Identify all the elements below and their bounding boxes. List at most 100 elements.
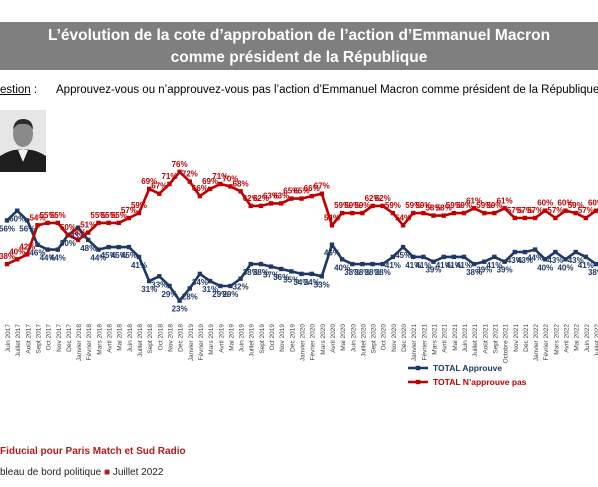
approve-data-label: 40% bbox=[557, 263, 573, 272]
disapprove-data-label: 59% bbox=[131, 201, 147, 210]
approve-point bbox=[461, 254, 467, 260]
approve-point bbox=[350, 261, 355, 267]
disapprove-data-label: 59% bbox=[476, 201, 492, 210]
disapprove-point bbox=[360, 210, 365, 216]
title-line-1: L’évolution de la cote d’approbation de … bbox=[47, 27, 551, 44]
x-tick-label: Février 2022 bbox=[543, 324, 550, 361]
disapprove-point bbox=[380, 203, 385, 209]
x-tick-label: Juillet 2019 bbox=[249, 324, 256, 357]
disapprove-data-label: 66% bbox=[304, 184, 320, 193]
approve-data-label: 50% bbox=[60, 239, 76, 248]
approve-data-label: 38% bbox=[344, 268, 360, 277]
approve-data-label: 31% bbox=[141, 285, 157, 294]
approve-data-label: 53% bbox=[70, 232, 86, 241]
disapprove-point bbox=[421, 210, 426, 216]
approve-data-label: 45% bbox=[111, 251, 127, 260]
approve-data-label: 35% bbox=[283, 275, 299, 284]
disapprove-data-label: 55% bbox=[111, 211, 127, 220]
x-tick-label: Mars 2020 bbox=[320, 324, 327, 355]
approve-data-label: 34% bbox=[192, 278, 208, 287]
x-tick-label: Février 2021 bbox=[421, 324, 428, 361]
disapprove-point bbox=[522, 215, 528, 221]
disapprove-data-label: 57% bbox=[507, 206, 523, 215]
disapprove-data-label: 63% bbox=[273, 191, 289, 200]
series-lines bbox=[4, 169, 598, 303]
x-tick-label: Nov 2017 bbox=[56, 324, 63, 352]
approve-data-label: 43% bbox=[507, 256, 523, 265]
disapprove-point bbox=[228, 184, 233, 189]
x-tick-label: Mai 2020 bbox=[340, 324, 347, 351]
disapprove-point bbox=[350, 210, 355, 216]
approve-point bbox=[187, 286, 192, 291]
approve-point bbox=[502, 259, 507, 264]
disapprove-point bbox=[431, 213, 436, 218]
disapprove-point bbox=[167, 181, 172, 187]
disapprove-data-label: 69% bbox=[141, 177, 157, 186]
legend-swatch-marker bbox=[415, 365, 421, 371]
disapprove-point bbox=[25, 252, 30, 257]
x-tick-label: Juin 2018 bbox=[127, 324, 134, 353]
approve-data-label: 39% bbox=[497, 266, 513, 275]
approve-data-label: 41% bbox=[385, 261, 401, 270]
x-tick-label: Sept 2020 bbox=[371, 324, 378, 354]
x-tick-label: Janvier 2019 bbox=[188, 324, 195, 362]
x-axis-tick-labels: Juin 2017 Juillet 2017 Août 2017 Sept 2017 O… bbox=[5, 324, 598, 364]
question-label: estion : bbox=[0, 84, 37, 96]
legend-swatch-marker bbox=[415, 379, 421, 385]
disapprove-point bbox=[238, 189, 243, 194]
approve-point bbox=[522, 249, 528, 255]
x-tick-label: Sept 2019 bbox=[259, 324, 266, 354]
disapprove-data-label: 58% bbox=[436, 204, 452, 213]
disapprove-point bbox=[492, 210, 497, 216]
disapprove-point bbox=[35, 223, 40, 228]
x-tick-label: Déc 2021 bbox=[523, 324, 530, 352]
approve-data-label: 60% bbox=[9, 215, 25, 224]
approve-point bbox=[309, 271, 314, 277]
approve-point bbox=[593, 261, 598, 267]
approve-point bbox=[370, 261, 375, 267]
disapprove-data-label: 66% bbox=[192, 184, 208, 193]
x-tick-label: Juillet 2018 bbox=[137, 324, 144, 357]
source-note: Fiducial pour Paris Match et Sud Radio bbox=[0, 446, 186, 457]
disapprove-point bbox=[471, 206, 477, 211]
disapprove-data-label: 72% bbox=[182, 170, 198, 179]
x-tick-label: Avril 2019 bbox=[218, 324, 225, 353]
disapprove-point bbox=[65, 232, 71, 238]
disapprove-data-label: 60% bbox=[588, 199, 598, 208]
approve-data-label: 38% bbox=[365, 268, 381, 277]
disapprove-data-label: 59% bbox=[344, 201, 360, 210]
approve-point bbox=[116, 244, 121, 250]
x-tick-label: Oct 2019 bbox=[269, 324, 276, 351]
disapprove-point bbox=[147, 186, 152, 192]
x-tick-label: Mars 2018 bbox=[96, 324, 103, 355]
approve-data-label: 43% bbox=[547, 256, 563, 265]
disapprove-point bbox=[4, 261, 10, 267]
disapprove-data-label: 55% bbox=[50, 211, 66, 220]
disapprove-point bbox=[207, 186, 213, 192]
approve-data-label: 44% bbox=[90, 254, 106, 263]
approve-point bbox=[329, 242, 335, 247]
approve-data-label: 29% bbox=[212, 290, 228, 299]
disapprove-point bbox=[400, 223, 406, 228]
title-banner: L’évolution de la cote d’approbation de … bbox=[0, 22, 598, 70]
disapprove-data-label: 67% bbox=[151, 182, 167, 191]
disapprove-point bbox=[197, 193, 203, 199]
disapprove-data-label: 38% bbox=[0, 252, 15, 261]
disapprove-data-label: 59% bbox=[446, 201, 462, 210]
x-tick-label: Avril 2020 bbox=[330, 324, 337, 353]
disapprove-point bbox=[339, 210, 345, 216]
x-tick-label: Juin 2022 bbox=[584, 324, 591, 353]
x-tick-label: Mai 2022 bbox=[574, 324, 581, 351]
portrait-icon bbox=[0, 110, 46, 172]
disapprove-point bbox=[309, 193, 314, 199]
disapprove-data-label: 76% bbox=[172, 160, 188, 169]
disapprove-data-label: 62% bbox=[253, 194, 269, 203]
disapprove-data-label: 57% bbox=[517, 206, 533, 215]
x-tick-label: Août 2021 bbox=[482, 324, 489, 354]
disapprove-data-label: 70% bbox=[222, 174, 238, 183]
approve-point bbox=[25, 218, 30, 223]
disapprove-data-label: 57% bbox=[121, 206, 137, 215]
approve-point bbox=[218, 283, 223, 289]
disapprove-point bbox=[86, 230, 91, 235]
approve-point bbox=[553, 249, 558, 255]
